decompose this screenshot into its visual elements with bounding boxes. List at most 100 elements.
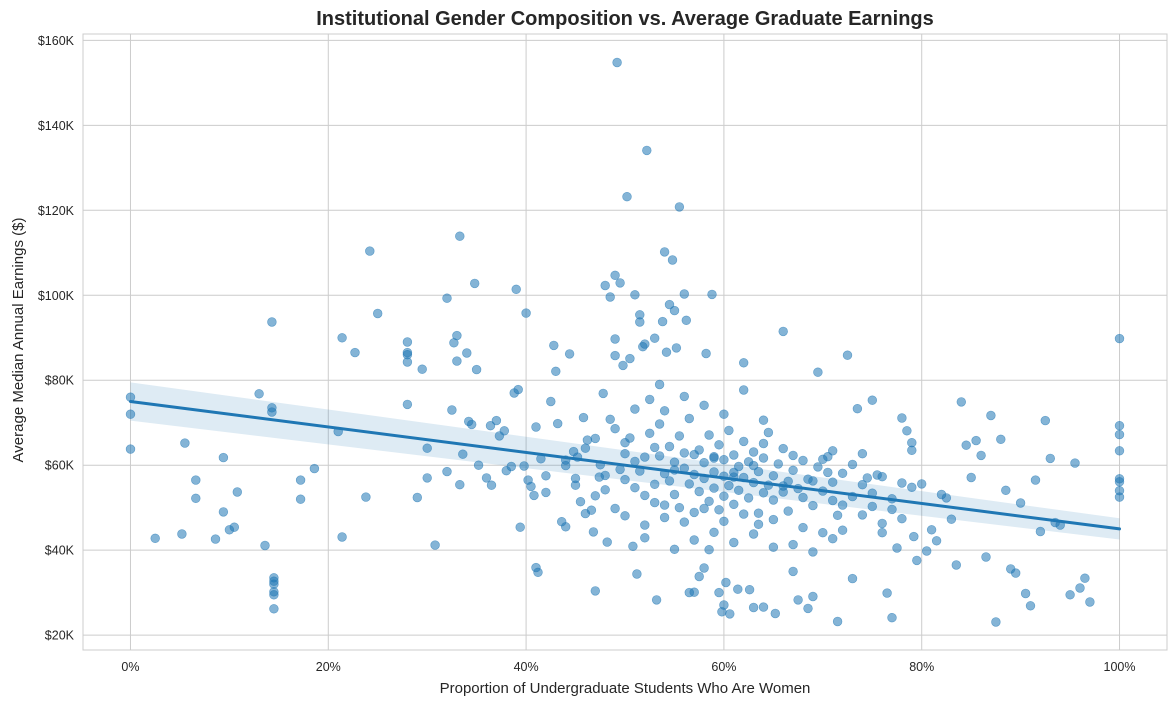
scatter-point bbox=[867, 395, 877, 405]
scatter-point bbox=[768, 471, 779, 481]
scatter-point bbox=[684, 413, 694, 424]
scatter-point bbox=[827, 533, 838, 544]
x-tick-label: 40% bbox=[514, 660, 539, 674]
scatter-point bbox=[519, 461, 529, 471]
y-tick-label: $20K bbox=[45, 629, 75, 643]
scatter-point bbox=[442, 466, 452, 477]
scatter-point bbox=[827, 495, 838, 506]
scatter-point bbox=[1001, 485, 1011, 495]
scatter-point bbox=[473, 460, 484, 470]
scatter-point bbox=[719, 491, 729, 501]
scatter-point bbox=[630, 404, 640, 414]
scatter-point bbox=[620, 474, 630, 485]
data-points bbox=[125, 57, 1125, 627]
scatter-point bbox=[659, 406, 670, 416]
scatter-point bbox=[657, 316, 668, 327]
scatter-point bbox=[654, 379, 665, 390]
scatter-point bbox=[733, 461, 744, 472]
scatter-point bbox=[210, 534, 221, 544]
scatter-point bbox=[417, 364, 427, 374]
scatter-point bbox=[618, 360, 628, 371]
scatter-point bbox=[560, 522, 571, 532]
scatter-point bbox=[926, 525, 937, 535]
scatter-point bbox=[664, 476, 675, 486]
scatter-point bbox=[513, 384, 523, 395]
scatter-point bbox=[714, 505, 724, 515]
scatter-point bbox=[180, 438, 190, 448]
scatter-point bbox=[552, 418, 563, 429]
scatter-point bbox=[551, 366, 561, 376]
scatter-point bbox=[590, 586, 600, 596]
scatter-point bbox=[337, 333, 347, 343]
scatter-point bbox=[526, 481, 536, 492]
scatter-point bbox=[642, 145, 652, 156]
y-tick-label: $160K bbox=[38, 34, 75, 48]
scatter-point bbox=[758, 438, 769, 449]
scatter-point bbox=[857, 510, 868, 520]
scatter-point bbox=[808, 476, 818, 486]
scatter-point bbox=[659, 512, 670, 523]
scatter-point bbox=[1114, 333, 1125, 344]
scatter-point bbox=[598, 388, 608, 399]
scatter-point bbox=[580, 508, 591, 519]
scatter-point bbox=[350, 347, 360, 358]
scatter-point bbox=[976, 450, 986, 461]
scatter-point bbox=[1065, 590, 1075, 600]
scatter-point bbox=[907, 445, 917, 455]
scatter-point bbox=[768, 514, 779, 525]
scatter-point bbox=[823, 467, 833, 478]
scatter-point bbox=[681, 315, 691, 325]
scatter-point bbox=[125, 409, 136, 419]
scatter-point bbox=[191, 493, 201, 503]
scatter-point bbox=[832, 616, 843, 627]
scatter-point bbox=[892, 543, 902, 553]
scatter-point bbox=[689, 449, 699, 460]
scatter-point bbox=[582, 435, 593, 445]
scatter-point bbox=[743, 493, 754, 503]
scatter-point bbox=[635, 310, 645, 320]
scatter-point bbox=[218, 452, 229, 463]
scatter-point bbox=[515, 522, 525, 532]
scatter-point bbox=[150, 533, 160, 543]
scatter-point bbox=[798, 492, 808, 503]
scatter-point bbox=[471, 364, 482, 375]
scatter-point bbox=[808, 547, 818, 557]
scatter-point bbox=[1114, 429, 1125, 440]
scatter-point bbox=[719, 455, 729, 465]
scatter-point bbox=[733, 485, 744, 495]
x-tick-label: 100% bbox=[1104, 660, 1136, 674]
scatter-point bbox=[694, 486, 704, 497]
scatter-point bbox=[701, 348, 711, 359]
scatter-point bbox=[549, 340, 559, 351]
confidence-band bbox=[130, 382, 1120, 540]
scatter-point bbox=[640, 520, 650, 530]
scatter-point bbox=[887, 612, 897, 623]
scatter-point bbox=[897, 478, 907, 488]
scatter-point bbox=[602, 537, 612, 547]
x-axis-label: Proportion of Undergraduate Students Who… bbox=[440, 680, 811, 697]
scatter-point bbox=[640, 490, 650, 501]
scatter-point bbox=[649, 497, 660, 508]
scatter-point bbox=[600, 485, 610, 495]
scatter-point bbox=[452, 356, 462, 366]
scatter-point bbox=[699, 458, 709, 468]
scatter-point bbox=[1040, 415, 1051, 426]
scatter-point bbox=[654, 451, 665, 461]
scatter-point bbox=[798, 522, 808, 533]
scatter-point bbox=[564, 349, 575, 359]
scatter-point bbox=[813, 462, 823, 472]
scatter-point bbox=[462, 348, 472, 358]
scatter-point bbox=[1030, 475, 1041, 485]
scatter-point bbox=[610, 350, 620, 361]
scatter-point bbox=[651, 595, 662, 605]
scatter-point bbox=[709, 453, 719, 463]
scatter-point bbox=[254, 389, 264, 399]
scatter-point bbox=[778, 443, 788, 454]
scatter-point bbox=[267, 317, 277, 327]
scatter-point bbox=[644, 428, 655, 438]
scatter-point bbox=[481, 473, 492, 483]
scatter-point bbox=[640, 339, 650, 349]
scatter-point bbox=[1045, 453, 1056, 464]
scatter-point bbox=[1020, 588, 1031, 599]
scatter-point bbox=[649, 479, 660, 489]
